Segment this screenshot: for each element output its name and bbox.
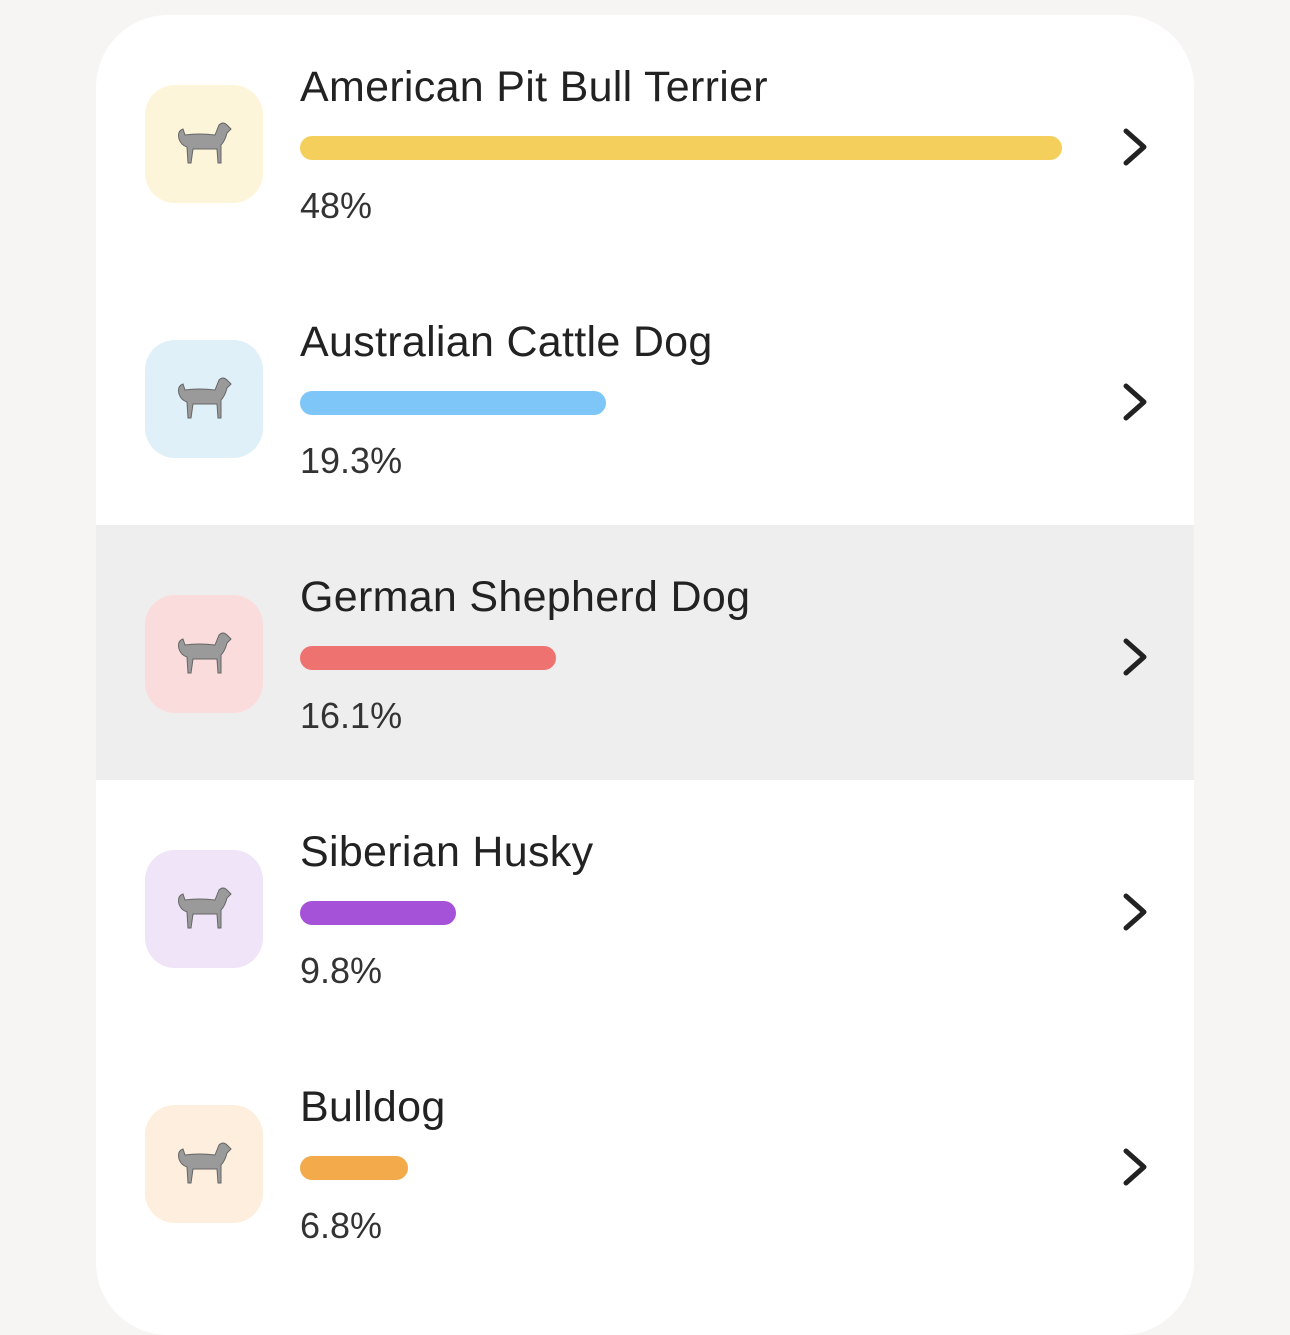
percentage-label: 9.8%	[300, 950, 383, 991]
bar-track	[300, 901, 1062, 925]
percentage-bar	[300, 901, 456, 925]
chevron-icon	[1123, 383, 1147, 421]
bar-track	[300, 1156, 1062, 1180]
chevron[interactable]	[1118, 635, 1152, 684]
breed-name: German Shepherd Dog	[300, 573, 751, 621]
breed-row[interactable]: Bulldog 6.8%	[96, 1035, 1194, 1290]
breed-card: American Pit Bull Terrier 48% Australian C…	[96, 15, 1194, 1335]
breed-icon	[145, 850, 263, 968]
breed-icon	[145, 595, 263, 713]
chevron-icon	[1123, 893, 1147, 931]
bar-track	[300, 136, 1062, 160]
chevron-icon	[1123, 1148, 1147, 1186]
breed-name: Australian Cattle Dog	[300, 318, 713, 366]
bar-track	[300, 646, 1062, 670]
breed-name: Siberian Husky	[300, 828, 594, 876]
breed-icon	[145, 1105, 263, 1223]
percentage-bar	[300, 646, 556, 670]
breed-icon	[145, 85, 263, 203]
dog-illustration	[178, 122, 232, 164]
breed-row[interactable]: Siberian Husky 9.8%	[96, 780, 1194, 1035]
breed-name: Bulldog	[300, 1083, 446, 1131]
breed-row[interactable]: American Pit Bull Terrier 48%	[96, 15, 1194, 270]
breed-row[interactable]: Australian Cattle Dog 19.3%	[96, 270, 1194, 525]
page: American Pit Bull Terrier 48% Australian C…	[96, 15, 1194, 1335]
dog-illustration	[178, 887, 232, 929]
dog-illustration	[178, 1142, 232, 1184]
chevron-icon	[1123, 128, 1147, 166]
percentage-label: 16.1%	[300, 695, 403, 736]
percentage-label: 6.8%	[300, 1205, 383, 1246]
chevron[interactable]	[1118, 890, 1152, 939]
breed-name: American Pit Bull Terrier	[300, 63, 768, 111]
chevron[interactable]	[1118, 125, 1152, 174]
percentage-bar	[300, 1156, 408, 1180]
percentage-bar	[300, 391, 607, 415]
breed-icon	[145, 340, 263, 458]
percentage-bar	[300, 136, 1062, 160]
bar-track	[300, 391, 1062, 415]
breed-row[interactable]: German Shepherd Dog 16.1%	[96, 525, 1194, 780]
percentage-label: 19.3%	[300, 440, 403, 481]
chevron-icon	[1123, 638, 1147, 676]
chevron[interactable]	[1118, 1145, 1152, 1194]
dog-illustration	[178, 377, 232, 419]
chevron[interactable]	[1118, 380, 1152, 429]
percentage-label: 48%	[300, 185, 373, 226]
dog-illustration	[178, 632, 232, 674]
